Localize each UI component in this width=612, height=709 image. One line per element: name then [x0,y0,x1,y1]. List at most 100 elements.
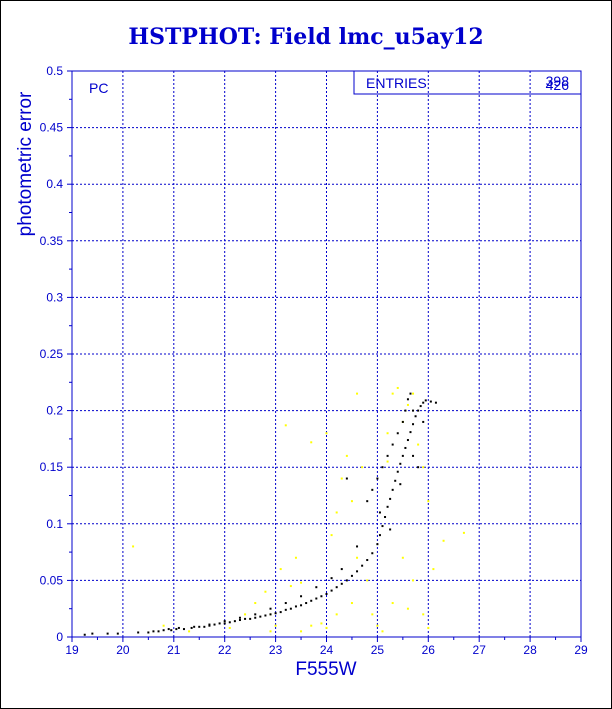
series-1-points [83,392,437,636]
series-2-point [412,579,415,582]
series-1-point [366,500,369,503]
series-1-point [193,625,196,628]
series-2-point [228,626,231,629]
series-2-point [300,581,303,584]
series-1-point [412,454,415,457]
series-2-point [162,624,165,627]
series-1-point [356,570,359,573]
series-1-point [386,454,389,457]
series-2-point [340,477,343,480]
series-1-point [412,409,415,412]
x-tick-label: 29 [574,643,588,657]
series-2-point [422,466,425,469]
series-1-point [396,470,399,473]
series-2-point [412,392,415,395]
series-1-point [422,401,425,404]
series-1-point [361,564,364,567]
series-1-point [259,615,262,618]
series-1-point [401,420,404,423]
y-tick-label: 0.1 [46,517,63,531]
series-1-point [409,431,412,434]
series-2-point [254,602,257,605]
y-tick-label: 0.45 [40,121,64,135]
series-1-point [284,608,287,611]
series-1-point [389,497,392,500]
series-2-point [401,556,404,559]
series-1-point [249,617,252,620]
y-tick-label: 0 [56,630,63,644]
series-1-point [409,392,412,395]
stats-entries-label: ENTRIES [366,75,427,91]
chart-title: HSTPHOT: Field lmc_u5ay12 [128,24,484,50]
stats-entries-value: 398 [546,73,570,89]
series-1-point [424,399,427,402]
series-1-point [345,579,348,582]
series-1-point [371,552,374,555]
series-1-point [162,629,165,632]
series-1-point [116,632,119,635]
series-1-point [147,631,150,634]
series-2-point [325,626,328,629]
series-1-point [434,401,437,404]
series-1-point [300,604,303,607]
series-2-point [371,613,374,616]
x-tick-label: 28 [523,643,537,657]
series-1-point [419,405,422,408]
series-2-point [310,441,313,444]
series-1-point [412,423,415,426]
series-2-point [132,545,135,548]
series-1-point [391,443,394,446]
series-1-point [264,614,267,617]
series-1-point [381,525,384,528]
series-1-point [394,479,397,482]
series-1-point [366,559,369,562]
series-1-point [190,626,193,629]
series-1-point [208,624,211,627]
series-1-point [167,628,170,631]
series-2-point [442,539,445,542]
series-1-point [340,568,343,571]
series-2-point [422,613,425,616]
series-1-point [371,488,374,491]
series-1-point [320,595,323,598]
series-1-point [315,586,318,589]
series-1-point [376,543,379,546]
series-2-point [356,392,359,395]
series-1-point [325,592,328,595]
stats-box-frame [353,70,582,95]
series-2-point [386,460,389,463]
series-2-point [376,624,379,627]
series-2-point [330,534,333,537]
stats-box: ENTRIES 398 426 [353,70,582,95]
series-2-point [345,454,348,457]
x-axis-label: F555W [295,659,356,680]
series-1-point [198,625,201,628]
series-1-point [208,623,211,626]
series-1-point [157,630,160,633]
series-1-point [422,420,425,423]
series-1-point [406,398,409,401]
series-1-point [175,628,178,631]
series-2-point [310,624,313,627]
series-2-points [132,386,465,633]
series-2-point [244,613,247,616]
series-2-point [396,386,399,389]
series-1-point [254,613,257,616]
y-tick-label: 0.25 [40,347,64,361]
series-2-point [391,392,394,395]
series-1-point [330,577,333,580]
series-1-point [404,409,407,412]
series-1-point [335,586,338,589]
y-tick-label: 0.05 [40,573,64,587]
x-tick-label: 26 [422,643,436,657]
x-tick-label: 20 [116,643,130,657]
series-2-point [427,500,430,503]
y-tick-label: 0.4 [46,177,63,191]
series-1-point [376,477,379,480]
series-1-point [137,631,140,634]
series-1-point [386,505,389,508]
series-1-point [429,400,432,403]
series-2-point [462,531,465,534]
series-2-point [366,579,369,582]
